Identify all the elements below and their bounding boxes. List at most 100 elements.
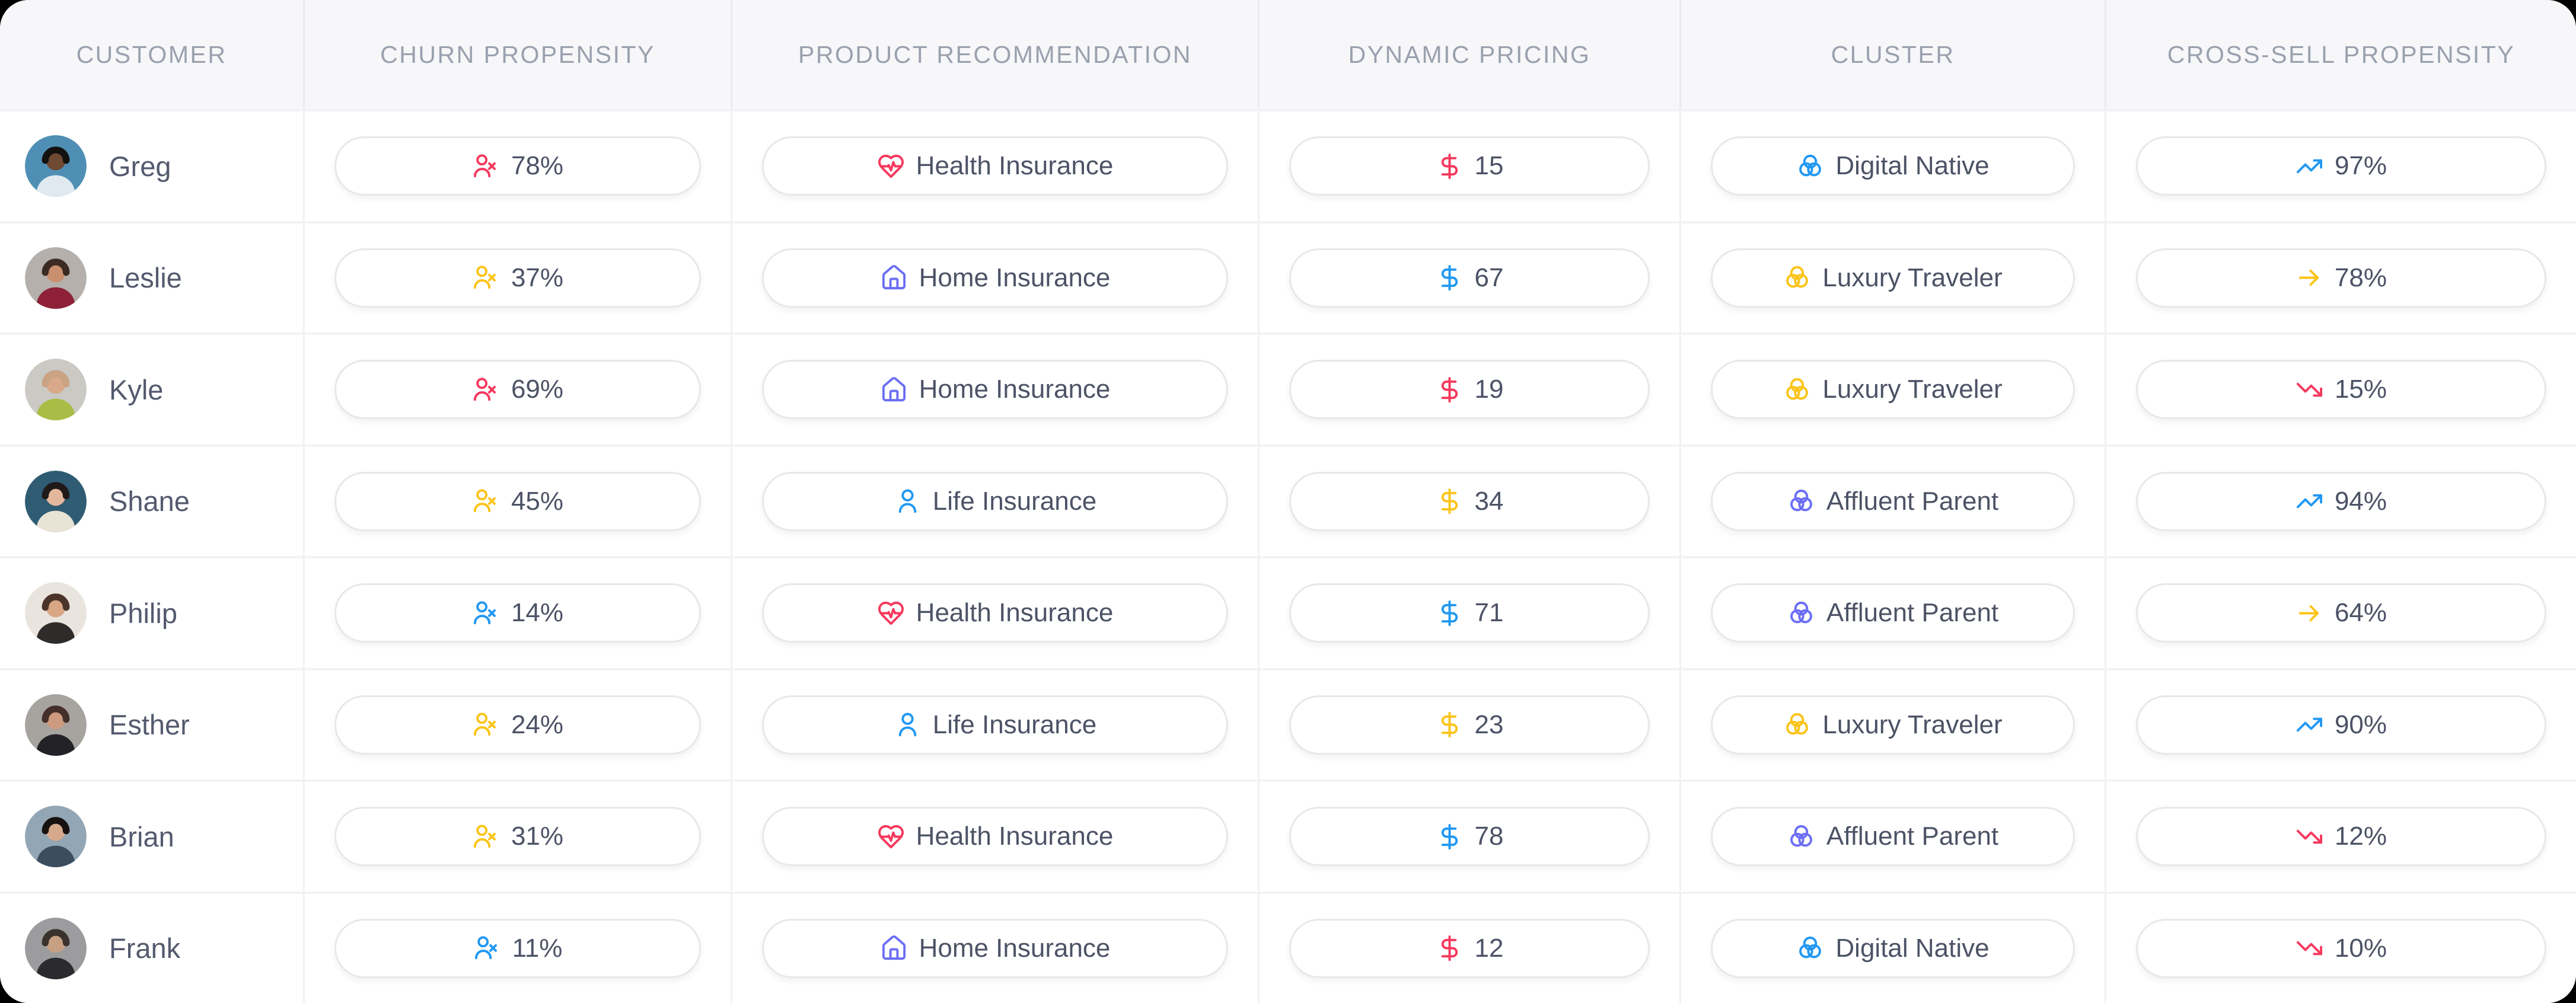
cluster-badge[interactable]: Affluent Parent <box>1711 471 2075 531</box>
product-recommendation-cell: Home Insurance <box>732 893 1260 1003</box>
avatar <box>25 247 87 309</box>
dynamic-pricing-badge[interactable]: 78 <box>1289 807 1650 867</box>
churn-propensity-badge[interactable]: 37% <box>334 248 701 308</box>
churn-propensity-badge[interactable]: 45% <box>334 471 701 531</box>
customer-name: Frank <box>109 932 181 964</box>
table-row[interactable]: Frank 11% Home Insurance 12 Digital Native 10… <box>0 891 2576 1003</box>
churn-propensity-badge[interactable]: 24% <box>334 695 701 755</box>
table-row[interactable]: Kyle 69% Home Insurance 19 Luxury Traveler 15… <box>0 333 2576 445</box>
dynamic-pricing-badge[interactable]: 19 <box>1289 360 1650 420</box>
churn-propensity-badge[interactable]: 78% <box>334 136 701 196</box>
dynamic-pricing-value: 15 <box>1474 151 1504 181</box>
arrow-right-icon <box>2296 599 2323 627</box>
dynamic-pricing-cell: 19 <box>1260 335 1681 445</box>
cluster-badge[interactable]: Affluent Parent <box>1711 583 2075 643</box>
table-row[interactable]: Esther 24% Life Insurance 23 Luxury Traveler… <box>0 667 2576 780</box>
churn-propensity-badge[interactable]: 69% <box>334 360 701 420</box>
product-recommendation-badge[interactable]: Home Insurance <box>762 360 1228 420</box>
house-icon <box>880 934 908 962</box>
dollar-icon <box>1436 264 1464 292</box>
product-recommendation-badge[interactable]: Life Insurance <box>762 471 1228 531</box>
customer-name: Esther <box>109 709 190 741</box>
dynamic-pricing-badge[interactable]: 67 <box>1289 248 1650 308</box>
cross-sell-propensity-badge[interactable]: 97% <box>2136 136 2546 196</box>
cluster-label: Luxury Traveler <box>1822 375 2003 404</box>
product-recommendation-cell: Home Insurance <box>732 335 1260 445</box>
cross-sell-propensity-cell: 12% <box>2106 782 2576 892</box>
cross-sell-propensity-cell: 94% <box>2106 447 2576 557</box>
cluster-label: Luxury Traveler <box>1822 263 2003 292</box>
cross-sell-propensity-badge[interactable]: 78% <box>2136 248 2546 308</box>
customer-name: Brian <box>109 820 174 852</box>
churn-propensity-badge[interactable]: 11% <box>334 918 701 978</box>
dollar-icon <box>1436 823 1464 851</box>
cluster-label: Digital Native <box>1835 151 1990 181</box>
churn-propensity-value: 14% <box>511 598 564 628</box>
cluster-badge[interactable]: Digital Native <box>1711 136 2075 196</box>
dynamic-pricing-badge[interactable]: 71 <box>1289 583 1650 643</box>
cross-sell-propensity-value: 97% <box>2334 151 2387 181</box>
cross-sell-propensity-badge[interactable]: 10% <box>2136 918 2546 978</box>
cross-sell-propensity-badge[interactable]: 64% <box>2136 583 2546 643</box>
trend-up-icon <box>2296 152 2323 180</box>
trend-up-icon <box>2296 487 2323 515</box>
churn-propensity-value: 69% <box>511 375 564 404</box>
product-recommendation-label: Home Insurance <box>919 375 1111 404</box>
venn-icon <box>1787 823 1815 851</box>
dynamic-pricing-badge[interactable]: 12 <box>1289 918 1650 978</box>
churn-propensity-value: 11% <box>512 933 563 963</box>
cross-sell-propensity-value: 78% <box>2334 263 2387 292</box>
product-recommendation-badge[interactable]: Health Insurance <box>762 136 1228 196</box>
product-recommendation-cell: Health Insurance <box>732 111 1260 221</box>
cluster-badge[interactable]: Luxury Traveler <box>1711 695 2075 755</box>
user-x-icon <box>472 487 500 515</box>
table-row[interactable]: Shane 45% Life Insurance 34 Affluent Parent 9… <box>0 444 2576 557</box>
cluster-badge[interactable]: Luxury Traveler <box>1711 248 2075 308</box>
customer-name: Leslie <box>109 262 182 294</box>
churn-propensity-value: 45% <box>511 486 564 516</box>
table-row[interactable]: Greg 78% Health Insurance 15 Digital Native 9… <box>0 109 2576 221</box>
table-row[interactable]: Leslie 37% Home Insurance 67 Luxury Traveler… <box>0 221 2576 333</box>
cross-sell-propensity-badge[interactable]: 94% <box>2136 471 2546 531</box>
churn-propensity-badge[interactable]: 31% <box>334 807 701 867</box>
avatar <box>25 470 87 532</box>
table-row[interactable]: Philip 14% Health Insurance 71 Affluent Pare… <box>0 556 2576 668</box>
cluster-badge[interactable]: Affluent Parent <box>1711 807 2075 867</box>
dynamic-pricing-badge[interactable]: 15 <box>1289 136 1650 196</box>
product-recommendation-badge[interactable]: Home Insurance <box>762 918 1228 978</box>
product-recommendation-badge[interactable]: Life Insurance <box>762 695 1228 755</box>
table-header-row: CUSTOMER CHURN PROPENSITY PRODUCT RECOMM… <box>0 0 2576 109</box>
dollar-icon <box>1436 934 1464 962</box>
product-recommendation-badge[interactable]: Health Insurance <box>762 807 1228 867</box>
dynamic-pricing-badge[interactable]: 34 <box>1289 471 1650 531</box>
cross-sell-propensity-cell: 97% <box>2106 111 2576 221</box>
venn-icon <box>1796 152 1824 180</box>
customer-name: Kyle <box>109 373 164 405</box>
user-x-icon <box>472 264 500 292</box>
column-header-cluster: CLUSTER <box>1681 0 2106 109</box>
table-body: Greg 78% Health Insurance 15 Digital Native 9… <box>0 109 2576 1003</box>
user-x-icon <box>472 599 500 627</box>
cluster-badge[interactable]: Luxury Traveler <box>1711 360 2075 420</box>
dynamic-pricing-cell: 78 <box>1260 782 1681 892</box>
cross-sell-propensity-badge[interactable]: 15% <box>2136 360 2546 420</box>
cross-sell-propensity-badge[interactable]: 90% <box>2136 695 2546 755</box>
cluster-badge[interactable]: Digital Native <box>1711 918 2075 978</box>
table-row[interactable]: Brian 31% Health Insurance 78 Affluent Paren… <box>0 780 2576 892</box>
product-recommendation-cell: Life Insurance <box>732 446 1260 556</box>
churn-propensity-badge[interactable]: 14% <box>334 583 701 643</box>
dynamic-pricing-badge[interactable]: 23 <box>1289 695 1650 755</box>
venn-icon <box>1783 264 1811 292</box>
cluster-cell: Luxury Traveler <box>1681 335 2106 445</box>
heart-pulse-icon <box>877 823 905 851</box>
venn-icon <box>1783 376 1811 404</box>
product-recommendation-badge[interactable]: Health Insurance <box>762 583 1228 643</box>
cluster-label: Affluent Parent <box>1826 486 1999 516</box>
churn-propensity-cell: 37% <box>305 223 732 333</box>
cross-sell-propensity-badge[interactable]: 12% <box>2136 807 2546 867</box>
user-x-icon <box>472 376 500 404</box>
product-recommendation-badge[interactable]: Home Insurance <box>762 248 1228 308</box>
customer-cell: Esther <box>0 670 305 780</box>
cross-sell-propensity-value: 15% <box>2334 375 2387 404</box>
customer-name: Greg <box>109 150 171 182</box>
